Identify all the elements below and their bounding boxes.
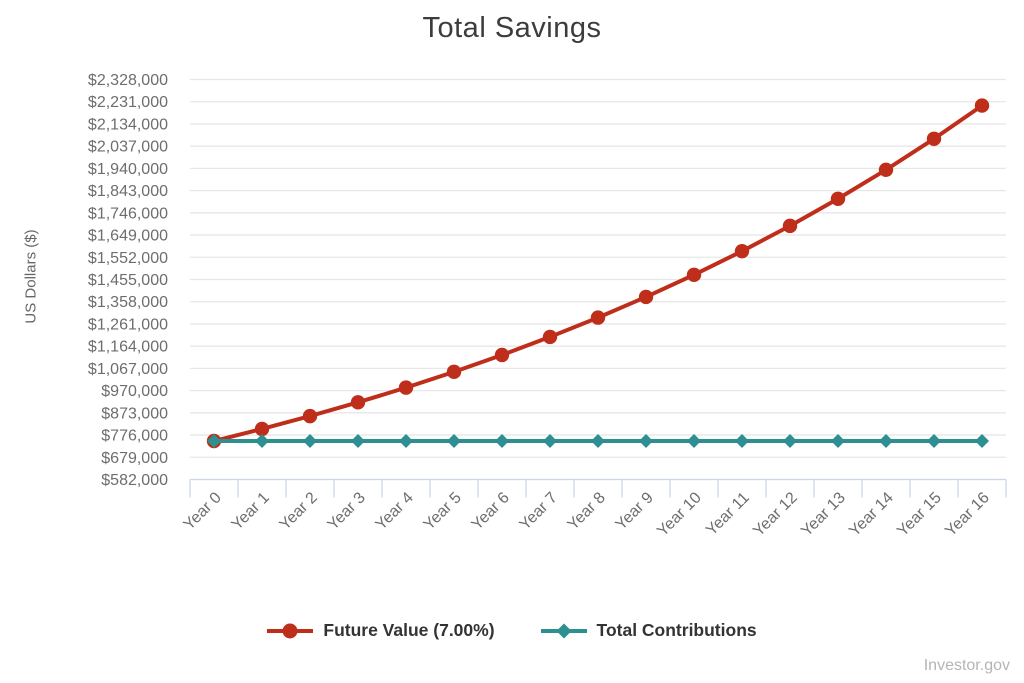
x-tick-label: Year 10 bbox=[654, 489, 705, 540]
data-point-marker[interactable] bbox=[303, 434, 317, 449]
x-tick-label: Year 6 bbox=[469, 489, 513, 533]
data-point-marker[interactable] bbox=[830, 191, 846, 206]
data-point-marker[interactable] bbox=[543, 434, 557, 449]
chart-title: Total Savings bbox=[422, 12, 602, 44]
data-point-marker[interactable] bbox=[639, 434, 653, 449]
investor-gov-watermark: Investor.gov bbox=[923, 657, 1010, 674]
data-point-marker[interactable] bbox=[735, 434, 749, 449]
data-point-marker[interactable] bbox=[302, 408, 318, 424]
data-point-marker[interactable] bbox=[926, 131, 942, 146]
y-tick-label: $2,231,000 bbox=[88, 94, 168, 111]
x-tick-label: Year 11 bbox=[703, 489, 753, 539]
data-point-marker[interactable] bbox=[542, 329, 558, 345]
data-point-marker[interactable] bbox=[687, 434, 701, 449]
data-point-marker[interactable] bbox=[782, 218, 798, 234]
data-point-marker[interactable] bbox=[686, 267, 702, 283]
x-tick-label: Year 8 bbox=[565, 489, 609, 533]
x-tick-label: Year 3 bbox=[325, 489, 369, 533]
data-point-marker[interactable] bbox=[975, 434, 989, 449]
y-tick-label: $679,000 bbox=[101, 450, 168, 467]
data-point-marker[interactable] bbox=[638, 289, 654, 305]
data-point-marker[interactable] bbox=[783, 434, 797, 449]
x-axis bbox=[189, 478, 1007, 498]
x-tick-label: Year 16 bbox=[942, 489, 993, 540]
data-point-marker[interactable] bbox=[734, 243, 750, 259]
x-tick-label: Year 2 bbox=[277, 489, 321, 533]
data-point-marker[interactable] bbox=[447, 434, 461, 449]
total-contributions-legend-marker-icon bbox=[540, 623, 587, 638]
y-tick-label: $2,037,000 bbox=[88, 139, 168, 156]
y-tick-label: $776,000 bbox=[101, 428, 168, 445]
data-point-marker[interactable] bbox=[350, 395, 366, 410]
x-tick-label: Year 1 bbox=[229, 489, 273, 533]
y-tick-label: $1,455,000 bbox=[88, 272, 168, 289]
y-tick-label: $582,000 bbox=[101, 472, 168, 489]
series-future-value[interactable] bbox=[206, 98, 990, 449]
data-point-marker[interactable] bbox=[255, 434, 269, 449]
legend-label-future-value: Future Value (7.00%) bbox=[323, 620, 495, 640]
y-gridlines bbox=[190, 78, 1006, 481]
x-tick-label: Year 14 bbox=[846, 489, 897, 540]
data-point-marker[interactable] bbox=[495, 434, 509, 449]
data-point-marker[interactable] bbox=[254, 421, 270, 437]
y-tick-label: $1,746,000 bbox=[88, 205, 168, 222]
y-tick-label: $1,940,000 bbox=[88, 161, 168, 178]
legend-label-total-contributions: Total Contributions bbox=[596, 620, 757, 640]
x-tick-labels: Year 0 Year 1 Year 2 Year 3 Year 4 Year 5 Year… bbox=[181, 489, 993, 540]
y-tick-label: $970,000 bbox=[101, 383, 168, 400]
y-tick-labels: $582,000 $679,000 $776,000 $873,000 $970,000… bbox=[88, 72, 168, 489]
data-point-marker[interactable] bbox=[974, 98, 990, 113]
chart-legend: Future Value (7.00%) Total Contributions bbox=[0, 620, 1024, 641]
y-tick-label: $873,000 bbox=[101, 405, 168, 422]
data-point-marker[interactable] bbox=[879, 434, 893, 449]
x-tick-label: Year 12 bbox=[750, 489, 801, 540]
y-tick-label: $1,649,000 bbox=[88, 228, 168, 245]
y-tick-label: $2,328,000 bbox=[88, 72, 168, 89]
x-tick-label: Year 15 bbox=[894, 489, 945, 540]
x-tick-label: Year 7 bbox=[517, 489, 561, 533]
data-point-marker[interactable] bbox=[591, 434, 605, 449]
y-tick-label: $1,067,000 bbox=[88, 361, 168, 378]
data-point-marker[interactable] bbox=[446, 364, 462, 380]
data-point-marker[interactable] bbox=[207, 434, 221, 449]
data-point-marker[interactable] bbox=[878, 162, 894, 177]
y-tick-label: $1,552,000 bbox=[88, 250, 168, 267]
series-total-contributions[interactable] bbox=[207, 434, 989, 449]
future-value-legend-marker-icon bbox=[267, 623, 314, 638]
data-point-marker[interactable] bbox=[927, 434, 941, 449]
y-tick-label: $1,843,000 bbox=[88, 183, 168, 200]
data-point-marker[interactable] bbox=[831, 434, 845, 449]
legend-item-future-value[interactable]: Future Value (7.00%) bbox=[267, 620, 495, 641]
y-tick-label: $2,134,000 bbox=[88, 116, 168, 133]
data-point-marker[interactable] bbox=[398, 380, 414, 395]
x-tick-label: Year 5 bbox=[421, 489, 465, 533]
legend-item-total-contributions[interactable]: Total Contributions bbox=[540, 620, 757, 641]
x-tick-label: Year 9 bbox=[613, 489, 657, 533]
x-tick-label: Year 13 bbox=[798, 489, 849, 540]
x-tick-label: Year 0 bbox=[181, 489, 225, 533]
data-point-marker[interactable] bbox=[351, 434, 365, 449]
x-tick-label: Year 4 bbox=[373, 489, 417, 533]
y-tick-label: $1,358,000 bbox=[88, 294, 168, 311]
data-point-marker[interactable] bbox=[590, 310, 606, 325]
data-point-marker[interactable] bbox=[494, 347, 510, 363]
y-tick-label: $1,261,000 bbox=[88, 316, 168, 333]
data-point-marker[interactable] bbox=[399, 434, 413, 449]
savings-line-chart[interactable]: $582,000 $679,000 $776,000 $873,000 $970,000… bbox=[0, 0, 1024, 590]
y-tick-label: $1,164,000 bbox=[88, 339, 168, 356]
